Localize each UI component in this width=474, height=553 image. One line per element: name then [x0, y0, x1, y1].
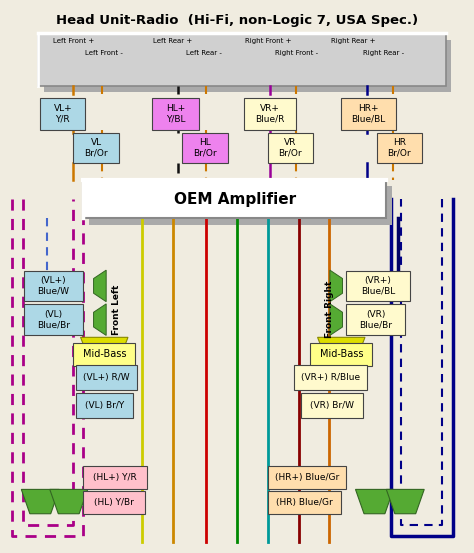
FancyBboxPatch shape: [76, 365, 137, 390]
FancyBboxPatch shape: [268, 133, 313, 163]
Text: Mid-Bass: Mid-Bass: [319, 349, 363, 359]
Text: (HL) Y/Br: (HL) Y/Br: [94, 498, 134, 507]
Text: Head Unit-Radio  (Hi-Fi, non-Logic 7, USA Spec.): Head Unit-Radio (Hi-Fi, non-Logic 7, USA…: [56, 14, 418, 27]
Text: (VR) Br/W: (VR) Br/W: [310, 400, 354, 410]
FancyBboxPatch shape: [346, 271, 410, 301]
Polygon shape: [318, 337, 365, 365]
Text: (HL+) Y/R: (HL+) Y/R: [93, 473, 137, 482]
FancyBboxPatch shape: [268, 466, 346, 489]
Text: VR
Br/Or: VR Br/Or: [279, 138, 302, 158]
Text: (VL) Br/Y: (VL) Br/Y: [85, 400, 124, 410]
Text: Left Rear +: Left Rear +: [154, 39, 192, 44]
FancyBboxPatch shape: [294, 365, 367, 390]
Text: (VL+)
Blue/W: (VL+) Blue/W: [37, 276, 69, 296]
FancyBboxPatch shape: [83, 491, 145, 514]
Text: Mid-Bass: Mid-Bass: [82, 349, 126, 359]
Text: OEM Amplifier: OEM Amplifier: [173, 191, 296, 207]
FancyBboxPatch shape: [341, 98, 396, 130]
FancyBboxPatch shape: [24, 271, 83, 301]
FancyBboxPatch shape: [40, 98, 85, 130]
Text: Left Rear -: Left Rear -: [186, 50, 222, 55]
Polygon shape: [21, 489, 59, 514]
FancyBboxPatch shape: [182, 133, 228, 163]
Text: Right Rear +: Right Rear +: [331, 39, 375, 44]
Text: Right Rear -: Right Rear -: [364, 50, 404, 55]
FancyBboxPatch shape: [83, 180, 386, 218]
Text: (HR+) Blue/Gr: (HR+) Blue/Gr: [275, 473, 339, 482]
Text: Right Front -: Right Front -: [275, 50, 318, 55]
FancyBboxPatch shape: [301, 393, 363, 418]
FancyBboxPatch shape: [83, 466, 147, 489]
Polygon shape: [50, 489, 88, 514]
FancyBboxPatch shape: [24, 304, 83, 335]
Polygon shape: [93, 270, 106, 302]
Polygon shape: [93, 304, 106, 335]
FancyBboxPatch shape: [44, 40, 451, 92]
FancyBboxPatch shape: [76, 393, 133, 418]
FancyBboxPatch shape: [244, 98, 296, 130]
Text: Front Right: Front Right: [325, 281, 334, 338]
Text: (VR+)
Blue/BL: (VR+) Blue/BL: [361, 276, 395, 296]
Text: (HR) Blue/Gr: (HR) Blue/Gr: [276, 498, 333, 507]
Text: (VR)
Blue/Br: (VR) Blue/Br: [359, 310, 392, 329]
Text: (VL)
Blue/Br: (VL) Blue/Br: [37, 310, 70, 329]
FancyBboxPatch shape: [73, 133, 118, 163]
Text: Right Front +: Right Front +: [245, 39, 291, 44]
Text: VL
Br/Or: VL Br/Or: [84, 138, 108, 158]
Polygon shape: [330, 304, 343, 335]
Text: HL
Br/Or: HL Br/Or: [193, 138, 217, 158]
FancyBboxPatch shape: [377, 133, 422, 163]
Polygon shape: [81, 337, 128, 365]
Text: Left Front +: Left Front +: [53, 39, 94, 44]
Text: VR+
Blue/R: VR+ Blue/R: [255, 104, 285, 124]
Text: (VR+) R/Blue: (VR+) R/Blue: [301, 373, 360, 382]
FancyBboxPatch shape: [73, 343, 135, 366]
Text: Front Left: Front Left: [112, 284, 120, 335]
FancyBboxPatch shape: [268, 491, 341, 514]
FancyBboxPatch shape: [38, 33, 446, 86]
Text: Left Front -: Left Front -: [85, 50, 123, 55]
Text: HR+
Blue/BL: HR+ Blue/BL: [351, 104, 386, 124]
FancyBboxPatch shape: [346, 304, 405, 335]
FancyBboxPatch shape: [310, 343, 372, 366]
Polygon shape: [356, 489, 393, 514]
FancyBboxPatch shape: [89, 186, 392, 225]
Text: VL+
Y/R: VL+ Y/R: [54, 104, 72, 124]
Text: HL+
Y/BL: HL+ Y/BL: [165, 104, 185, 124]
Text: HR
Br/Or: HR Br/Or: [388, 138, 411, 158]
Text: (VL+) R/W: (VL+) R/W: [83, 373, 130, 382]
Polygon shape: [386, 489, 424, 514]
FancyBboxPatch shape: [152, 98, 199, 130]
Polygon shape: [330, 270, 343, 302]
